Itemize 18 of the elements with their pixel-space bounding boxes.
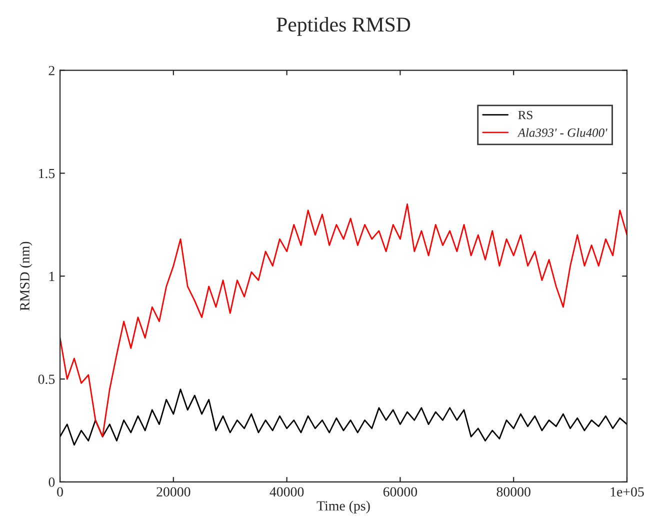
x-tick-label: 0 xyxy=(57,487,63,497)
y-tick-label: 1.5 xyxy=(39,168,55,178)
x-axis-title: Time (ps) xyxy=(316,500,370,514)
legend-label: Ala393' - Glu400' xyxy=(517,128,608,137)
x-tick-label: 40000 xyxy=(270,487,304,497)
x-tick-label: 80000 xyxy=(496,487,530,497)
y-tick-label: 2 xyxy=(48,66,54,76)
line-series xyxy=(60,388,627,446)
line-series xyxy=(60,203,627,438)
y-tick-label: 1 xyxy=(49,272,54,281)
legend-label: RS xyxy=(518,110,532,120)
x-tick-label: 20000 xyxy=(156,487,190,497)
x-tick-label: 60000 xyxy=(383,487,418,497)
y-axis-title: RMSD (nm) xyxy=(20,242,32,311)
y-tick-label: 0.5 xyxy=(38,374,55,384)
y-tick-label: 0 xyxy=(48,478,55,487)
x-tick-label: 1e+05 xyxy=(610,487,644,497)
chart-title: Peptides RMSD xyxy=(276,16,410,36)
